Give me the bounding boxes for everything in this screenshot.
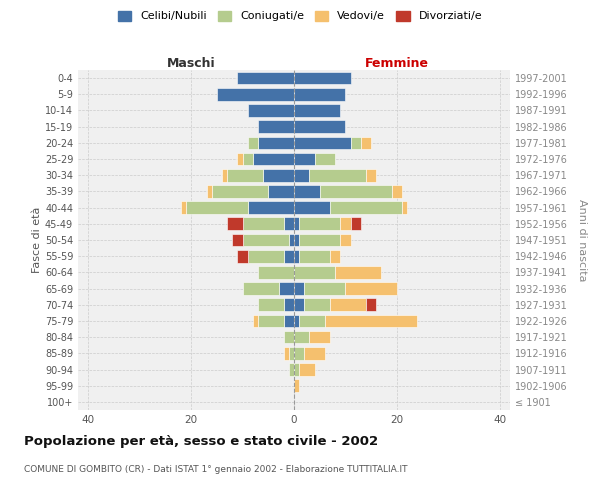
Bar bbox=[238, 250, 248, 262]
Bar bbox=[314, 152, 335, 166]
Bar bbox=[248, 136, 258, 149]
Legend: Celibi/Nubili, Coniugati/e, Vedovi/e, Divorziati/e: Celibi/Nubili, Coniugati/e, Vedovi/e, Di… bbox=[118, 10, 482, 22]
Bar bbox=[181, 202, 186, 214]
Bar bbox=[304, 298, 330, 311]
Bar bbox=[217, 88, 294, 101]
Bar bbox=[206, 185, 212, 198]
Bar bbox=[238, 152, 242, 166]
Bar bbox=[310, 331, 330, 344]
Bar bbox=[242, 152, 253, 166]
Bar bbox=[299, 250, 330, 262]
Bar bbox=[289, 363, 294, 376]
Bar bbox=[227, 218, 242, 230]
Bar bbox=[278, 282, 294, 295]
Bar bbox=[294, 331, 310, 344]
Bar bbox=[299, 218, 340, 230]
Bar bbox=[294, 234, 299, 246]
Bar bbox=[294, 136, 350, 149]
Bar bbox=[242, 234, 289, 246]
Bar bbox=[284, 218, 294, 230]
Bar bbox=[366, 298, 376, 311]
Bar bbox=[294, 88, 346, 101]
Bar bbox=[268, 185, 294, 198]
Bar bbox=[330, 298, 366, 311]
Bar bbox=[320, 185, 392, 198]
Bar bbox=[242, 218, 284, 230]
Bar bbox=[248, 202, 294, 214]
Bar bbox=[212, 185, 268, 198]
Text: Maschi: Maschi bbox=[167, 57, 215, 70]
Bar bbox=[294, 266, 335, 278]
Bar bbox=[294, 363, 299, 376]
Bar bbox=[284, 298, 294, 311]
Bar bbox=[335, 266, 382, 278]
Bar bbox=[258, 298, 284, 311]
Bar bbox=[222, 169, 227, 181]
Bar bbox=[258, 136, 294, 149]
Bar bbox=[361, 136, 371, 149]
Bar bbox=[304, 282, 346, 295]
Bar bbox=[253, 152, 294, 166]
Text: COMUNE DI GOMBITO (CR) - Dati ISTAT 1° gennaio 2002 - Elaborazione TUTTITALIA.IT: COMUNE DI GOMBITO (CR) - Dati ISTAT 1° g… bbox=[24, 465, 407, 474]
Bar bbox=[299, 234, 340, 246]
Bar bbox=[294, 169, 310, 181]
Bar bbox=[227, 169, 263, 181]
Bar bbox=[330, 202, 402, 214]
Bar bbox=[258, 266, 294, 278]
Text: Popolazione per età, sesso e stato civile - 2002: Popolazione per età, sesso e stato civil… bbox=[24, 435, 378, 448]
Bar bbox=[284, 314, 294, 328]
Bar bbox=[258, 120, 294, 133]
Bar bbox=[289, 347, 294, 360]
Bar bbox=[294, 185, 320, 198]
Bar bbox=[242, 282, 278, 295]
Bar bbox=[289, 234, 294, 246]
Bar bbox=[310, 169, 366, 181]
Bar bbox=[248, 104, 294, 117]
Bar bbox=[294, 202, 330, 214]
Bar bbox=[299, 314, 325, 328]
Bar bbox=[258, 314, 284, 328]
Bar bbox=[402, 202, 407, 214]
Bar bbox=[186, 202, 248, 214]
Bar bbox=[294, 380, 299, 392]
Bar bbox=[299, 363, 314, 376]
Bar bbox=[392, 185, 402, 198]
Bar bbox=[340, 218, 350, 230]
Bar bbox=[294, 72, 350, 85]
Bar bbox=[340, 234, 350, 246]
Bar bbox=[294, 298, 304, 311]
Bar bbox=[253, 314, 258, 328]
Bar bbox=[294, 218, 299, 230]
Bar bbox=[366, 169, 376, 181]
Bar bbox=[294, 347, 304, 360]
Y-axis label: Fasce di età: Fasce di età bbox=[32, 207, 42, 273]
Bar bbox=[294, 104, 340, 117]
Bar bbox=[346, 282, 397, 295]
Bar bbox=[350, 218, 361, 230]
Bar bbox=[294, 314, 299, 328]
Bar bbox=[294, 152, 314, 166]
Bar bbox=[325, 314, 418, 328]
Bar bbox=[284, 331, 294, 344]
Bar bbox=[294, 250, 299, 262]
Bar bbox=[284, 347, 289, 360]
Bar bbox=[232, 234, 242, 246]
Bar bbox=[263, 169, 294, 181]
Bar bbox=[350, 136, 361, 149]
Bar bbox=[304, 347, 325, 360]
Bar bbox=[248, 250, 284, 262]
Y-axis label: Anni di nascita: Anni di nascita bbox=[577, 198, 587, 281]
Text: Femmine: Femmine bbox=[365, 57, 429, 70]
Bar bbox=[294, 120, 346, 133]
Bar bbox=[294, 282, 304, 295]
Bar bbox=[330, 250, 340, 262]
Bar bbox=[284, 250, 294, 262]
Bar bbox=[238, 72, 294, 85]
